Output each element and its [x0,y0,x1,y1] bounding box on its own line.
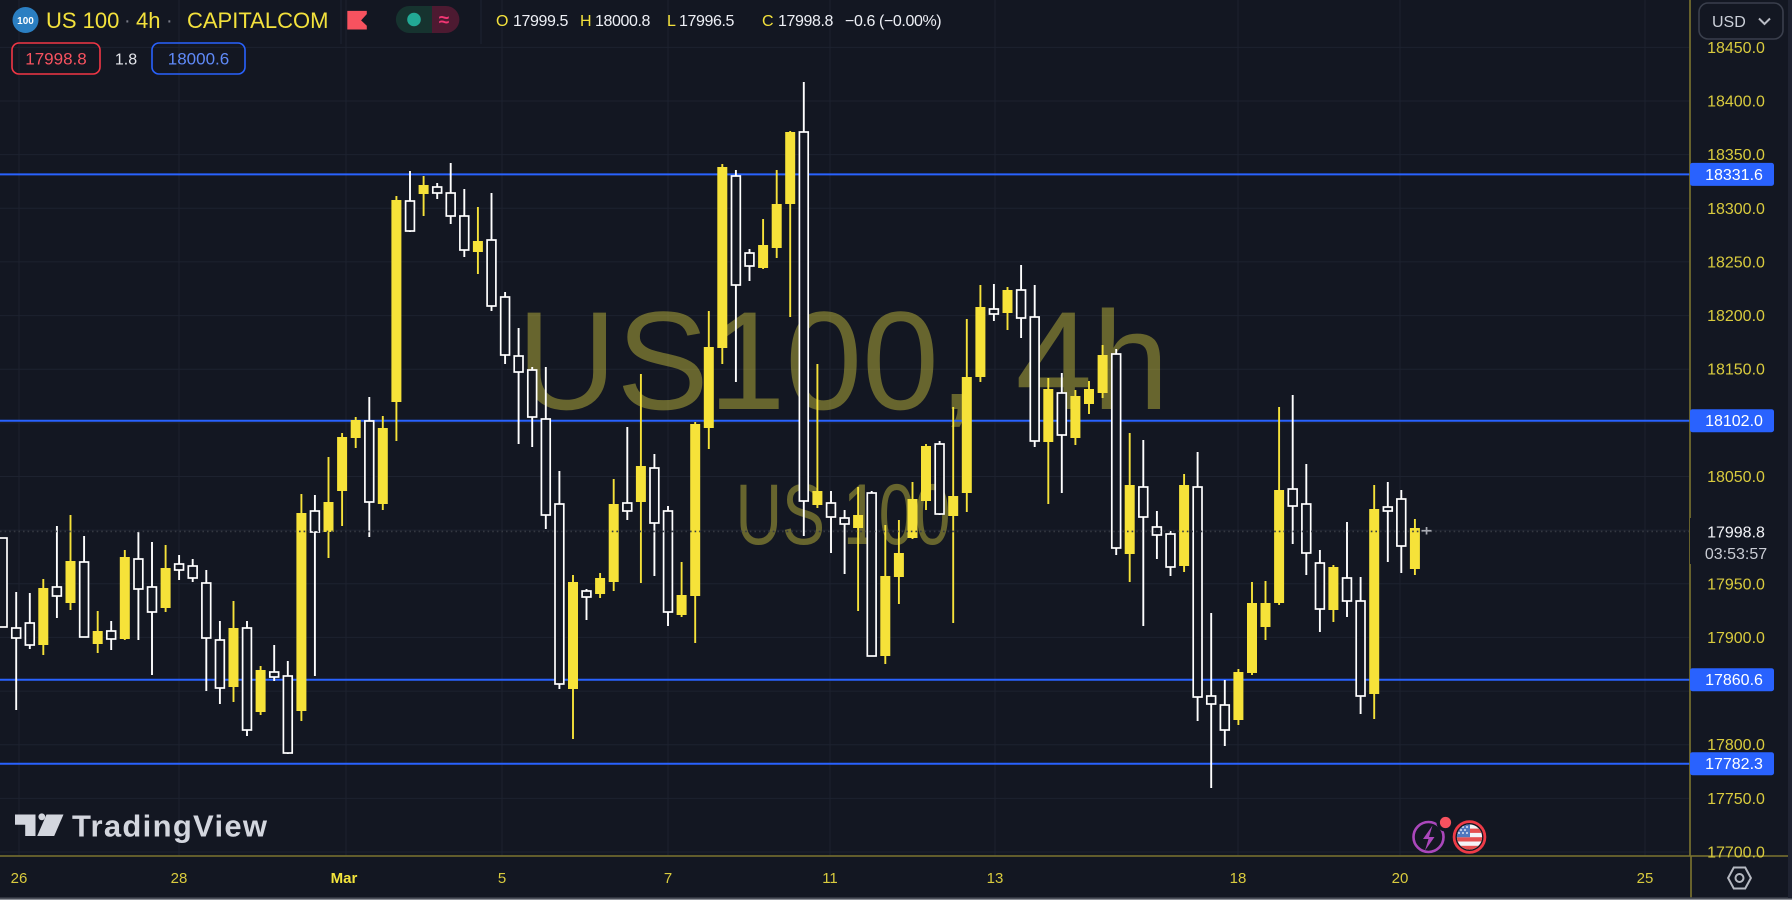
svg-text:4h: 4h [136,8,160,33]
svg-text:·: · [166,10,173,32]
svg-text:18: 18 [1230,870,1247,887]
svg-text:US 100: US 100 [736,467,951,563]
svg-text:L: L [667,13,676,30]
svg-text:20: 20 [1392,870,1409,887]
svg-text:18000.8: 18000.8 [595,13,651,30]
svg-text:26: 26 [11,870,28,887]
svg-text:100: 100 [17,16,34,27]
svg-text:18150.0: 18150.0 [1707,362,1765,379]
svg-text:18300.0: 18300.0 [1707,201,1765,218]
svg-text:13: 13 [987,870,1004,887]
svg-text:17750.0: 17750.0 [1707,791,1765,808]
svg-text:17900.0: 17900.0 [1707,630,1765,647]
svg-text:USD: USD [1712,14,1746,31]
svg-text:O: O [496,13,508,30]
svg-text:18050.0: 18050.0 [1707,469,1765,486]
svg-text:Mar: Mar [331,870,358,887]
svg-text:17860.6: 17860.6 [1705,672,1763,689]
svg-text:5: 5 [498,870,506,887]
svg-text:18450.0: 18450.0 [1707,40,1765,57]
svg-text:18102.0: 18102.0 [1705,413,1763,430]
svg-text:17800.0: 17800.0 [1707,737,1765,754]
svg-text:18000.6: 18000.6 [168,50,229,69]
svg-text:18350.0: 18350.0 [1707,147,1765,164]
svg-text:TradingView: TradingView [72,809,268,844]
svg-text:−0.6 (−0.00%): −0.6 (−0.00%) [845,13,941,30]
svg-text:17998.8: 17998.8 [1707,525,1765,542]
svg-text:18250.0: 18250.0 [1707,254,1765,271]
svg-text:11: 11 [822,870,838,887]
svg-text:H: H [580,13,591,30]
svg-text:17782.3: 17782.3 [1705,756,1763,773]
svg-text:17950.0: 17950.0 [1707,576,1765,593]
svg-text:C: C [762,13,773,30]
svg-text:28: 28 [171,870,188,887]
svg-text:18400.0: 18400.0 [1707,94,1765,111]
svg-text:03:53:57: 03:53:57 [1705,546,1767,563]
svg-text:17999.5: 17999.5 [513,13,569,30]
svg-text:18331.6: 18331.6 [1705,167,1763,184]
svg-text:US 100: US 100 [46,8,119,33]
svg-text:·: · [124,10,131,32]
svg-text:17998.8: 17998.8 [778,13,834,30]
svg-text:18200.0: 18200.0 [1707,308,1765,325]
svg-text:17998.8: 17998.8 [25,50,86,69]
svg-text:17700.0: 17700.0 [1707,845,1765,862]
svg-text:1.8: 1.8 [115,52,137,69]
svg-text:≈: ≈ [439,10,450,31]
svg-text:7: 7 [664,870,672,887]
svg-text:25: 25 [1637,870,1654,887]
svg-text:17996.5: 17996.5 [679,13,735,30]
svg-text:CAPITALCOM: CAPITALCOM [187,8,328,33]
